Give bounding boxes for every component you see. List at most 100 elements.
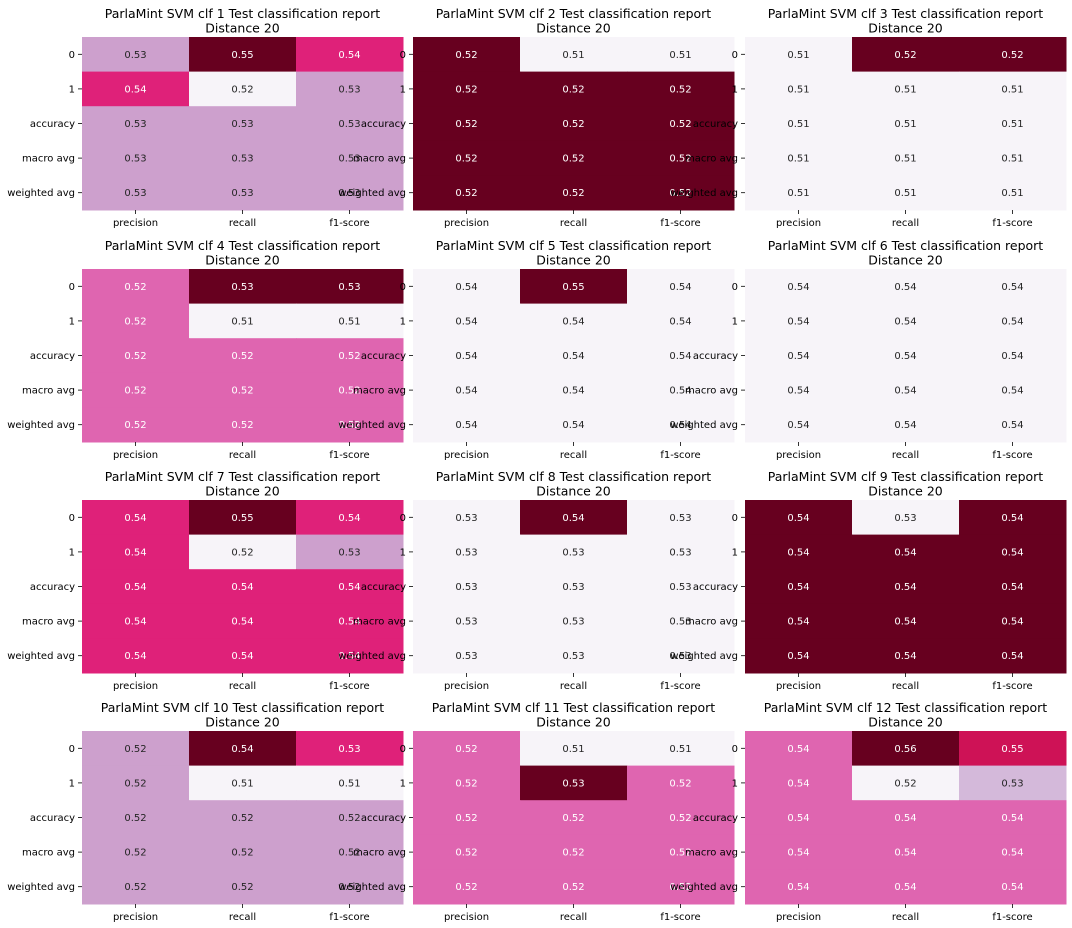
y-tick-label: 0 [400,282,406,293]
heatmap-cell [296,175,404,211]
cell-value-label: 0.52 [455,848,477,859]
cell-value-label: 0.55 [562,282,584,293]
heatmap-cell [296,869,404,905]
cell-value-label: 0.54 [124,513,146,524]
cell-value-label: 0.54 [124,651,146,662]
heatmap-cell [296,765,404,801]
heatmap-cell [413,569,521,605]
y-tick-label: 1 [69,547,75,558]
cell-value-label: 0.53 [338,744,360,755]
cell-value-label: 0.54 [1001,386,1023,397]
heatmap-cell [520,269,628,305]
y-tick-label: weighted avg [670,651,738,662]
x-tick-label: f1-score [992,912,1032,923]
x-tick-label: f1-score [329,681,369,692]
heatmap-cell [745,269,853,305]
x-tick-label: recall [560,912,587,923]
x-tick-label: precision [776,912,821,923]
heatmap-panel-12: ParlaMint SVM clf 12 Test classification… [670,700,1067,923]
cell-value-label: 0.54 [894,813,916,824]
heatmap-cell [413,71,521,107]
cell-value-label: 0.53 [455,513,477,524]
cell-value-label: 0.53 [562,547,584,558]
cell-value-label: 0.53 [338,282,360,293]
heatmap-cell [745,140,853,176]
cell-value-label: 0.54 [787,778,809,789]
heatmap-cell [82,175,190,211]
heatmap-cell [189,569,297,605]
cell-value-label: 0.54 [231,651,253,662]
cell-value-label: 0.52 [338,351,360,362]
cell-value-label: 0.54 [562,316,584,327]
cell-value-label: 0.54 [562,420,584,431]
cell-value-label: 0.53 [562,582,584,593]
cell-value-label: 0.54 [562,513,584,524]
heatmap-cell [82,269,190,305]
cell-value-label: 0.54 [562,351,584,362]
cell-value-label: 0.54 [787,316,809,327]
y-tick-label: macro avg [685,154,738,165]
y-tick-label: macro avg [22,386,75,397]
heatmap-cell [959,765,1067,801]
cell-value-label: 0.52 [894,50,916,61]
heatmap-cell [959,638,1067,674]
cell-value-label: 0.52 [562,84,584,95]
cell-value-label: 0.54 [124,547,146,558]
cell-value-label: 0.54 [1001,617,1023,628]
x-tick-label: f1-score [660,681,700,692]
heatmap-cell [745,71,853,107]
cell-value-label: 0.54 [1001,813,1023,824]
heatmap-cell [627,372,735,408]
cell-value-label: 0.52 [124,351,146,362]
heatmap-cell [745,175,853,211]
cell-value-label: 0.51 [562,744,584,755]
cell-value-label: 0.53 [894,513,916,524]
chart-title: ParlaMint SVM clf 7 Test classification … [105,469,381,484]
cell-value-label: 0.56 [894,744,916,755]
cell-value-label: 0.51 [787,50,809,61]
heatmap-cell [852,106,960,142]
chart-title: ParlaMint SVM clf 8 Test classification … [436,469,712,484]
x-tick-label: recall [892,912,919,923]
heatmap-cell [852,800,960,836]
cell-value-label: 0.53 [455,617,477,628]
chart-title: ParlaMint SVM clf 1 Test classification … [105,6,381,21]
heatmap-cell [413,37,521,73]
heatmap-cell [189,869,297,905]
heatmap-cell [296,407,404,443]
y-tick-label: weighted avg [670,882,738,893]
y-tick-label: 0 [69,513,75,524]
heatmap-cell [520,303,628,339]
cell-value-label: 0.51 [787,188,809,199]
x-tick-label: f1-score [329,218,369,229]
heatmap-cell [413,800,521,836]
x-tick-label: f1-score [660,912,700,923]
x-tick-label: f1-score [660,218,700,229]
cell-value-label: 0.54 [338,582,360,593]
heatmap-cell [627,303,735,339]
heatmap-cell [745,338,853,374]
heatmap-cell [745,765,853,801]
heatmap-cell [627,338,735,374]
cell-value-label: 0.54 [338,617,360,628]
heatmap-cell [627,140,735,176]
heatmap-cell [189,269,297,305]
cell-value-label: 0.52 [455,744,477,755]
heatmap-cell [959,407,1067,443]
x-tick-label: recall [229,681,256,692]
heatmap-cell [189,175,297,211]
cell-value-label: 0.54 [787,651,809,662]
cell-value-label: 0.54 [669,420,691,431]
heatmap-cell [296,569,404,605]
y-tick-label: accuracy [693,582,738,593]
heatmap-cell [520,106,628,142]
heatmap-cell [520,765,628,801]
heatmap-cell [296,800,404,836]
heatmap-cell [520,37,628,73]
heatmap-cell [520,338,628,374]
cell-value-label: 0.52 [231,547,253,558]
cell-value-label: 0.55 [231,513,253,524]
cell-value-label: 0.52 [338,420,360,431]
y-tick-label: weighted avg [7,882,75,893]
heatmap-cell [745,106,853,142]
